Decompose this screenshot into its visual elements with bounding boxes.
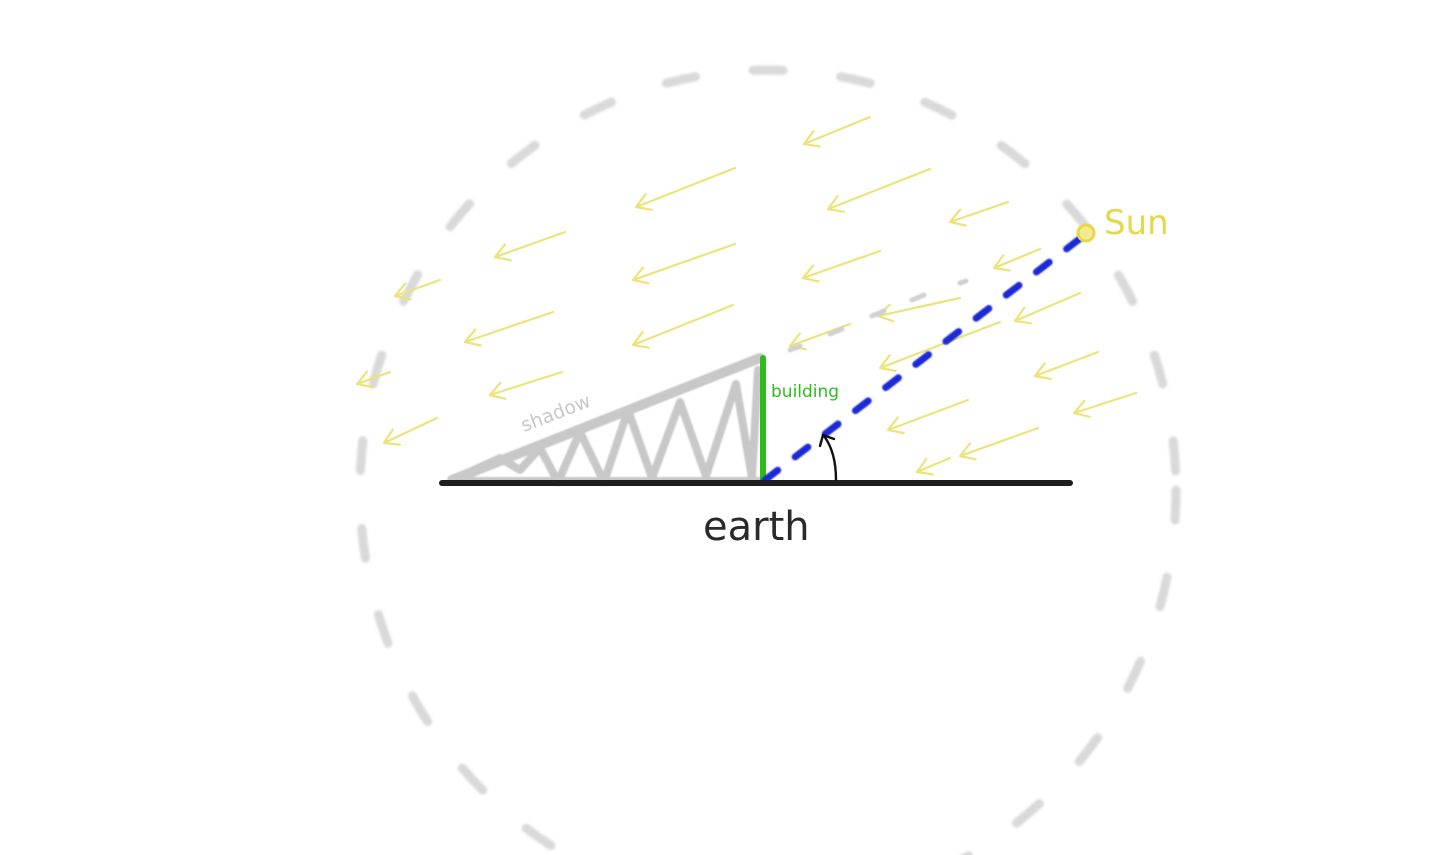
- sightline-to-sun: [761, 230, 1090, 484]
- sun-dot-icon: [1076, 223, 1096, 243]
- sunray-arrow-icon: [382, 416, 439, 446]
- sunray-arrow-icon: [958, 426, 1040, 461]
- sunray-arrow-icon: [1013, 291, 1082, 325]
- sunray-arrow-icon: [802, 115, 872, 148]
- sunray-arrow-icon: [915, 456, 952, 476]
- sunray-arrow-icon: [801, 249, 882, 283]
- sunray-arrow-icon: [493, 230, 567, 262]
- earth-label: earth: [703, 504, 810, 550]
- sunray-arrow-icon: [886, 398, 970, 435]
- sunray-arrow-icon: [393, 278, 442, 301]
- orbit-circle: [355, 65, 1181, 855]
- sunray-arrow-icon: [634, 166, 737, 211]
- sunray-arrow-icon: [1072, 391, 1138, 418]
- sunray-arrow-icon: [1033, 350, 1100, 381]
- angle-arrow-icon: [818, 433, 838, 482]
- sunray-arrow-icon: [878, 320, 1002, 372]
- sunray-arrow-icon: [463, 310, 555, 347]
- building-label: building: [771, 382, 839, 402]
- sunrays-group: [355, 115, 1138, 476]
- sunray-arrow-icon: [826, 167, 932, 213]
- shadow-shape: [447, 353, 765, 486]
- sunray-arrow-icon: [948, 200, 1010, 227]
- sunray-arrow-icon: [876, 296, 962, 323]
- sunray-arrow-icon: [355, 370, 392, 389]
- sunray-arrow-icon: [631, 303, 735, 349]
- sunray-arrow-icon: [488, 370, 564, 400]
- sun-label: Sun: [1104, 203, 1169, 243]
- sunray-arrow-icon: [631, 242, 737, 285]
- sunray-arrow-icon: [992, 247, 1042, 272]
- shadow-ray-guide: [787, 278, 969, 353]
